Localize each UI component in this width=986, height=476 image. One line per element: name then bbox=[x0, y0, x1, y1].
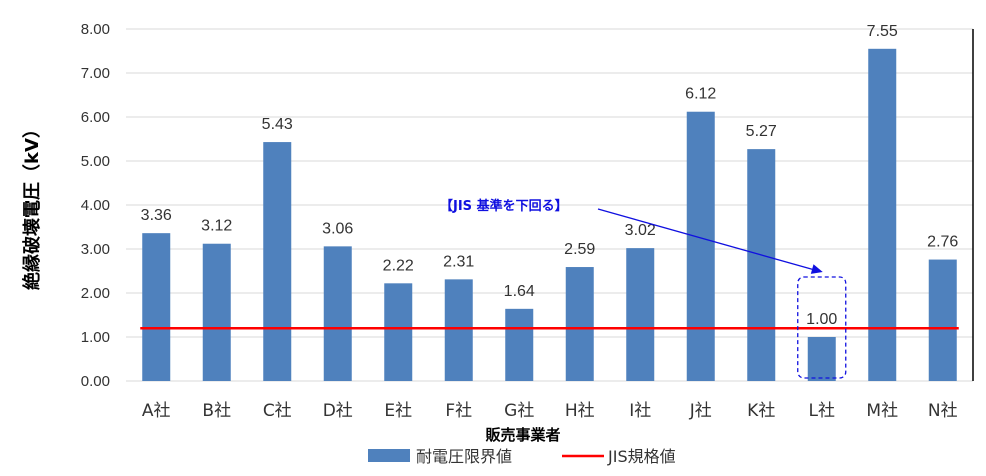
y-tick-label: 0.00 bbox=[81, 373, 110, 390]
data-label: 2.31 bbox=[443, 253, 474, 270]
y-tick-label: 2.00 bbox=[81, 285, 110, 302]
y-tick-label: 1.00 bbox=[81, 329, 110, 346]
y-axis-ticks: 0.00 1.00 2.00 3.00 4.00 5.00 6.00 7.00 8.00 bbox=[81, 21, 110, 390]
bar bbox=[686, 111, 715, 381]
x-tick-label: E社 bbox=[384, 401, 412, 421]
x-tick-label: I社 bbox=[629, 401, 651, 421]
bar bbox=[747, 149, 776, 381]
bar bbox=[868, 48, 897, 382]
data-label: 2.22 bbox=[383, 257, 414, 274]
data-label: 1.00 bbox=[806, 311, 837, 328]
x-tick-label: G社 bbox=[504, 401, 534, 421]
y-tick-label: 4.00 bbox=[81, 197, 110, 214]
data-label: 3.06 bbox=[322, 220, 353, 237]
y-axis-label: 絶縁破壊電圧（kV） bbox=[21, 120, 43, 290]
bar bbox=[444, 279, 473, 381]
data-label: 6.12 bbox=[685, 86, 716, 103]
data-labels: 3.36 3.12 5.43 3.06 2.22 2.31 1.64 2.59 3.02 6.12… bbox=[141, 23, 959, 328]
annotation-text: 【JIS 基準を下回る】 bbox=[440, 198, 568, 214]
x-tick-label: N社 bbox=[928, 401, 958, 421]
x-tick-label: B社 bbox=[202, 401, 231, 421]
x-tick-label: M社 bbox=[866, 401, 898, 421]
bar bbox=[807, 337, 836, 381]
bar bbox=[505, 308, 534, 381]
x-tick-label: C社 bbox=[263, 401, 292, 421]
annotation: 【JIS 基準を下回る】 bbox=[440, 198, 847, 379]
data-label: 2.76 bbox=[927, 234, 958, 251]
x-tick-label: H社 bbox=[565, 401, 595, 421]
bar bbox=[928, 259, 957, 381]
bar bbox=[626, 248, 655, 381]
bar bbox=[384, 283, 413, 381]
data-label: 3.12 bbox=[201, 218, 232, 235]
x-tick-label: A社 bbox=[142, 401, 171, 421]
bar bbox=[202, 243, 231, 381]
y-tick-label: 7.00 bbox=[81, 65, 110, 82]
annotation-arrowhead bbox=[810, 264, 823, 274]
x-tick-label: J社 bbox=[689, 401, 712, 421]
data-label: 3.36 bbox=[141, 207, 172, 224]
bar bbox=[565, 267, 594, 381]
legend-swatch-bar bbox=[368, 449, 410, 462]
x-tick-label: F社 bbox=[445, 401, 472, 421]
legend: 耐電圧限界値 JIS規格値 bbox=[368, 447, 676, 466]
y-tick-label: 8.00 bbox=[81, 21, 110, 38]
bar bbox=[263, 142, 292, 381]
data-label: 1.64 bbox=[504, 283, 535, 300]
annotation-arrow bbox=[597, 208, 815, 271]
bar bbox=[323, 246, 352, 381]
annotation-highlight-box bbox=[797, 276, 847, 379]
legend-label-bar: 耐電圧限界値 bbox=[416, 447, 512, 466]
bar bbox=[142, 233, 171, 381]
legend-label-line: JIS規格値 bbox=[607, 447, 676, 466]
y-tick-label: 6.00 bbox=[81, 109, 110, 126]
x-axis-categories: A社 B社 C社 D社 E社 F社 G社 H社 I社 J社 K社 L社 M社 N社 bbox=[142, 401, 958, 421]
x-tick-label: D社 bbox=[323, 401, 353, 421]
bars bbox=[142, 48, 957, 382]
data-label: 2.59 bbox=[564, 241, 595, 258]
data-label: 3.02 bbox=[625, 222, 656, 239]
data-label: 7.55 bbox=[867, 23, 898, 40]
y-tick-label: 5.00 bbox=[81, 153, 110, 170]
x-tick-label: K社 bbox=[747, 401, 775, 421]
data-label: 5.43 bbox=[262, 116, 293, 133]
data-label: 5.27 bbox=[746, 123, 777, 140]
x-tick-label: L社 bbox=[809, 401, 835, 421]
x-axis-label: 販売事業者 bbox=[485, 426, 560, 444]
y-tick-label: 3.00 bbox=[81, 241, 110, 258]
